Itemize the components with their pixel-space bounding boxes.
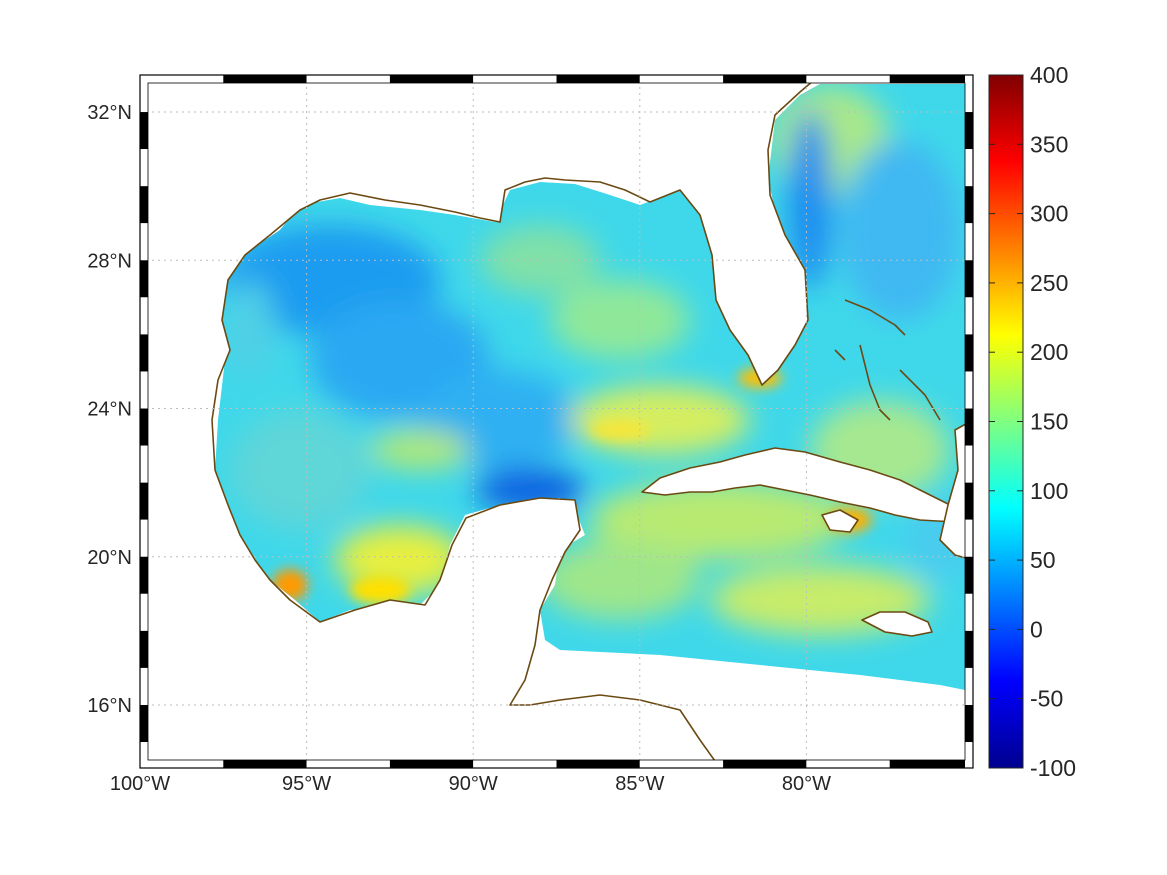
- frame-band-top: [389, 75, 474, 83]
- lat-tick-label-4: 16°N: [87, 695, 132, 717]
- frame-band-right: [965, 371, 973, 409]
- frame-band-left: [140, 630, 148, 668]
- frame-band-left: [140, 742, 148, 768]
- frame-band-left: [140, 297, 148, 335]
- lon-tick-label-3: 85°W: [615, 773, 664, 795]
- frame-inner-outline: [147, 82, 966, 761]
- colorbar-tick-label-6: 100: [1030, 478, 1068, 504]
- colorbar-tick-label-3: 250: [1030, 270, 1068, 296]
- frame-band-bottom: [306, 760, 390, 768]
- frame-band-right: [965, 75, 973, 113]
- frame-band-bottom: [723, 760, 807, 768]
- north-america-land: [140, 75, 821, 768]
- bahamas-land: [834, 299, 941, 421]
- frame-band-left: [140, 519, 148, 557]
- colorbar-tick-label-9: -50: [1030, 686, 1063, 712]
- frame-band-left: [140, 75, 148, 113]
- frame-band-left: [140, 149, 148, 187]
- jamaica-land: [861, 611, 933, 637]
- lon-tick-label-4: 80°W: [782, 773, 831, 795]
- frame-band-left: [140, 593, 148, 631]
- frame-band-top: [639, 75, 724, 83]
- frame-band-top: [806, 75, 890, 83]
- frame-band-top: [889, 75, 973, 83]
- frame-band-top: [556, 75, 640, 83]
- frame-band-right: [965, 112, 973, 150]
- frame-band-left: [140, 408, 148, 446]
- frame-band-left: [140, 334, 148, 372]
- frame-band-right: [965, 667, 973, 705]
- frame-band-right: [965, 630, 973, 668]
- colorbar: 400 350 300 250 200 150 100 50 0 -50 -100: [988, 62, 1076, 781]
- frame-band-right: [965, 445, 973, 483]
- frame-outline: [139, 74, 974, 769]
- frame-band-right: [965, 149, 973, 187]
- frame-band-right: [965, 223, 973, 261]
- frame-band-left: [140, 705, 148, 743]
- colorbar-tick-label-7: 50: [1030, 547, 1056, 573]
- map-area: [140, 75, 973, 768]
- map-frame: [139, 74, 974, 769]
- frame-band-left: [140, 260, 148, 298]
- colorbar-tick-label-4: 200: [1030, 339, 1068, 365]
- lat-tick-label-1: 28°N: [87, 250, 132, 272]
- frame-band-right: [965, 186, 973, 224]
- colorbar-tick-label-8: 0: [1030, 616, 1043, 642]
- lat-tick-label-0: 32°N: [87, 102, 132, 124]
- frame-band-bottom: [473, 760, 557, 768]
- land-masses: [140, 75, 973, 768]
- lat-tick-label-3: 20°N: [87, 547, 132, 569]
- frame-band-left: [140, 482, 148, 520]
- frame-band-right: [965, 297, 973, 335]
- frame-band-left: [140, 112, 148, 150]
- lon-tick-label-2: 90°W: [449, 773, 498, 795]
- frame-band-right: [965, 705, 973, 743]
- colorbar-tick-label-2: 300: [1030, 201, 1068, 227]
- frame-band-left: [140, 186, 148, 224]
- frame-band-bottom: [556, 760, 640, 768]
- frame-band-bottom: [223, 760, 307, 768]
- frame-band-bottom: [889, 760, 973, 768]
- frame-band-right: [965, 593, 973, 631]
- frame-band-bottom: [806, 760, 890, 768]
- frame-band-top: [473, 75, 557, 83]
- frame-band-right: [965, 519, 973, 557]
- frame-band-bottom: [140, 760, 224, 768]
- frame-band-bottom: [639, 760, 724, 768]
- frame-band-bottom: [389, 760, 474, 768]
- frame-band-left: [140, 371, 148, 409]
- frame-band-right: [965, 260, 973, 298]
- colorbar-tick-label-1: 350: [1030, 131, 1068, 157]
- colorbar-tick-label-0: 400: [1030, 62, 1068, 88]
- colorbar-ticks: 400 350 300 250 200 150 100 50 0 -50 -100: [989, 62, 1076, 781]
- frame-band-top: [140, 75, 224, 83]
- frame-band-right: [965, 408, 973, 446]
- lon-tick-labels: 100°W 95°W 90°W 85°W 80°W: [110, 773, 831, 795]
- frame-band-top: [723, 75, 807, 83]
- frame-band-left: [140, 556, 148, 594]
- frame-band-left: [140, 667, 148, 705]
- frame-band-right: [965, 556, 973, 594]
- lon-tick-label-1: 95°W: [282, 773, 331, 795]
- isle-of-youth-land: [821, 509, 859, 533]
- frame-band-top: [306, 75, 390, 83]
- graticule: [140, 75, 973, 768]
- frame-band-top: [223, 75, 307, 83]
- lat-tick-label-2: 24°N: [87, 399, 132, 421]
- frame-band-left: [140, 445, 148, 483]
- frame-band-right: [965, 742, 973, 768]
- frame-band-right: [965, 334, 973, 372]
- frame-band-left: [140, 223, 148, 261]
- frame-band-right: [965, 482, 973, 520]
- lon-tick-label-0: 100°W: [110, 773, 170, 795]
- lat-tick-labels: 32°N 28°N 24°N 20°N 16°N: [87, 102, 132, 717]
- colorbar-tick-label-5: 150: [1030, 409, 1068, 435]
- colorbar-tick-label-10: -100: [1030, 755, 1076, 781]
